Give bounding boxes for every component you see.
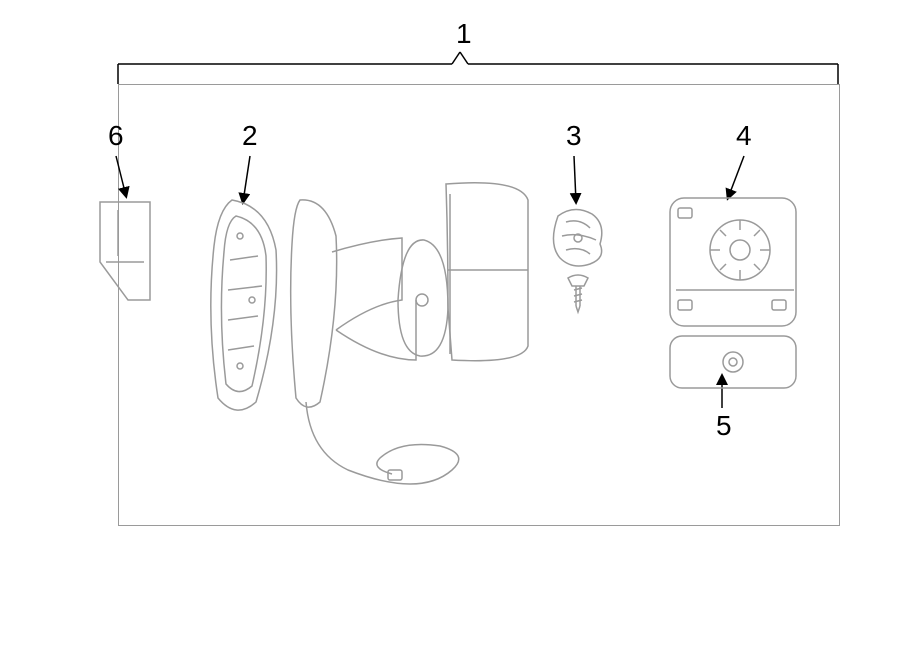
callout-label-5: 5 xyxy=(716,410,732,442)
assembly-frame xyxy=(118,84,840,526)
parts-diagram: 1 2 3 4 5 6 xyxy=(0,0,900,661)
bracket-callout-1 xyxy=(118,52,838,84)
callout-label-1: 1 xyxy=(456,18,472,50)
callout-label-4: 4 xyxy=(736,120,752,152)
callout-label-6: 6 xyxy=(108,120,124,152)
callout-label-2: 2 xyxy=(242,120,258,152)
callout-label-3: 3 xyxy=(566,120,582,152)
